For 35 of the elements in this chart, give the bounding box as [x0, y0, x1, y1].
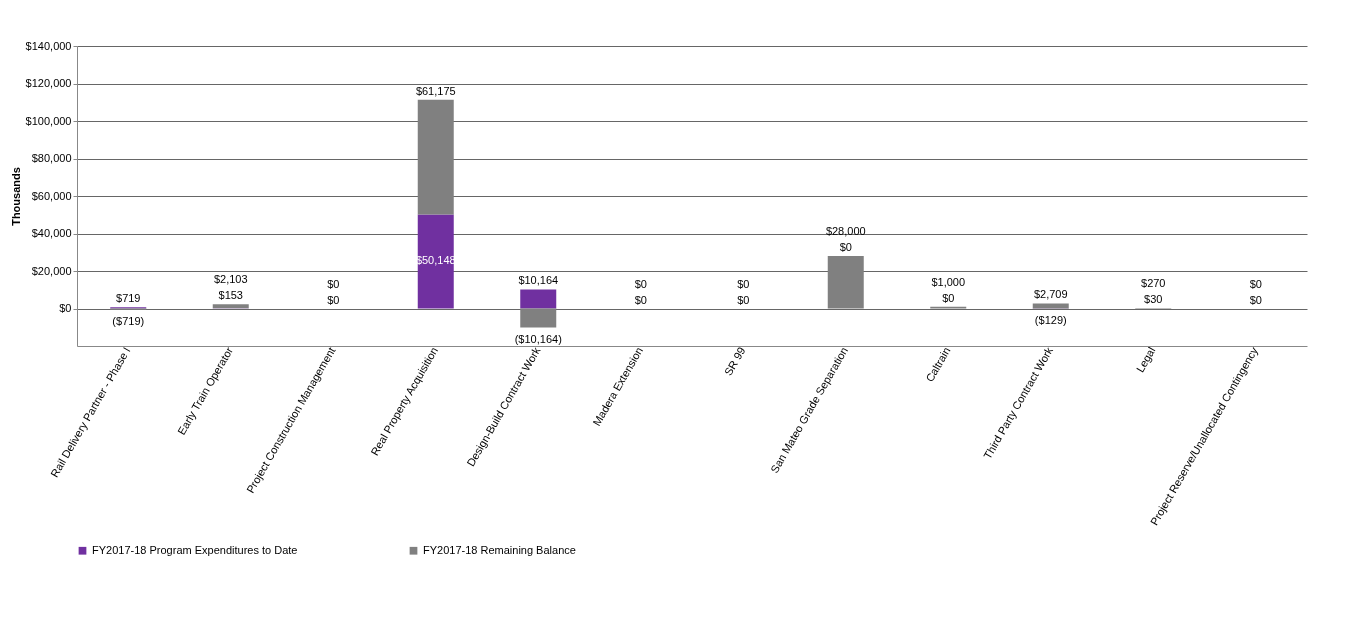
legend-label: FY2017-18 Program Expenditures to Date: [92, 543, 298, 556]
data-label: $0: [634, 277, 647, 290]
y-axis-title: Thousands: [9, 167, 22, 226]
data-label: $0: [1249, 293, 1262, 306]
data-label: $0: [1249, 277, 1262, 290]
y-tick-label: $120,000: [25, 77, 72, 89]
data-label: $1,000: [931, 275, 966, 288]
data-label: $719: [116, 292, 141, 305]
data-label: $2,103: [213, 273, 248, 286]
data-label: $28,000: [825, 225, 866, 237]
data-label: $153: [218, 289, 243, 302]
data-label: $61,175: [415, 84, 456, 97]
data-label: $0: [327, 277, 340, 290]
data-label: ($719): [112, 314, 145, 327]
data-label: ($129): [1034, 313, 1067, 326]
y-tick-label: $140,000: [25, 39, 72, 52]
data-label: $270: [1141, 276, 1166, 289]
y-tick-label: $60,000: [31, 189, 72, 202]
data-label: $0: [942, 291, 955, 304]
y-tick-label: $20,000: [31, 264, 72, 277]
x-tick-label: SR 99: [721, 345, 748, 378]
data-label: ($10,164): [514, 332, 562, 345]
data-label: $30: [1144, 292, 1163, 305]
legend-label: FY2017-18 Remaining Balance: [423, 543, 576, 556]
data-label: $0: [737, 277, 750, 290]
y-tick-label: $80,000: [31, 152, 72, 164]
data-label: $0: [737, 293, 750, 306]
data-label: $0: [839, 241, 852, 253]
data-label: $10,164: [518, 274, 559, 287]
y-tick-label: $100,000: [25, 114, 72, 127]
data-label: $2,709: [1033, 288, 1068, 301]
data-label: $0: [327, 293, 340, 306]
y-tick-label: $40,000: [31, 227, 72, 239]
y-tick-label: $0: [59, 302, 72, 314]
data-label: $0: [634, 293, 647, 306]
